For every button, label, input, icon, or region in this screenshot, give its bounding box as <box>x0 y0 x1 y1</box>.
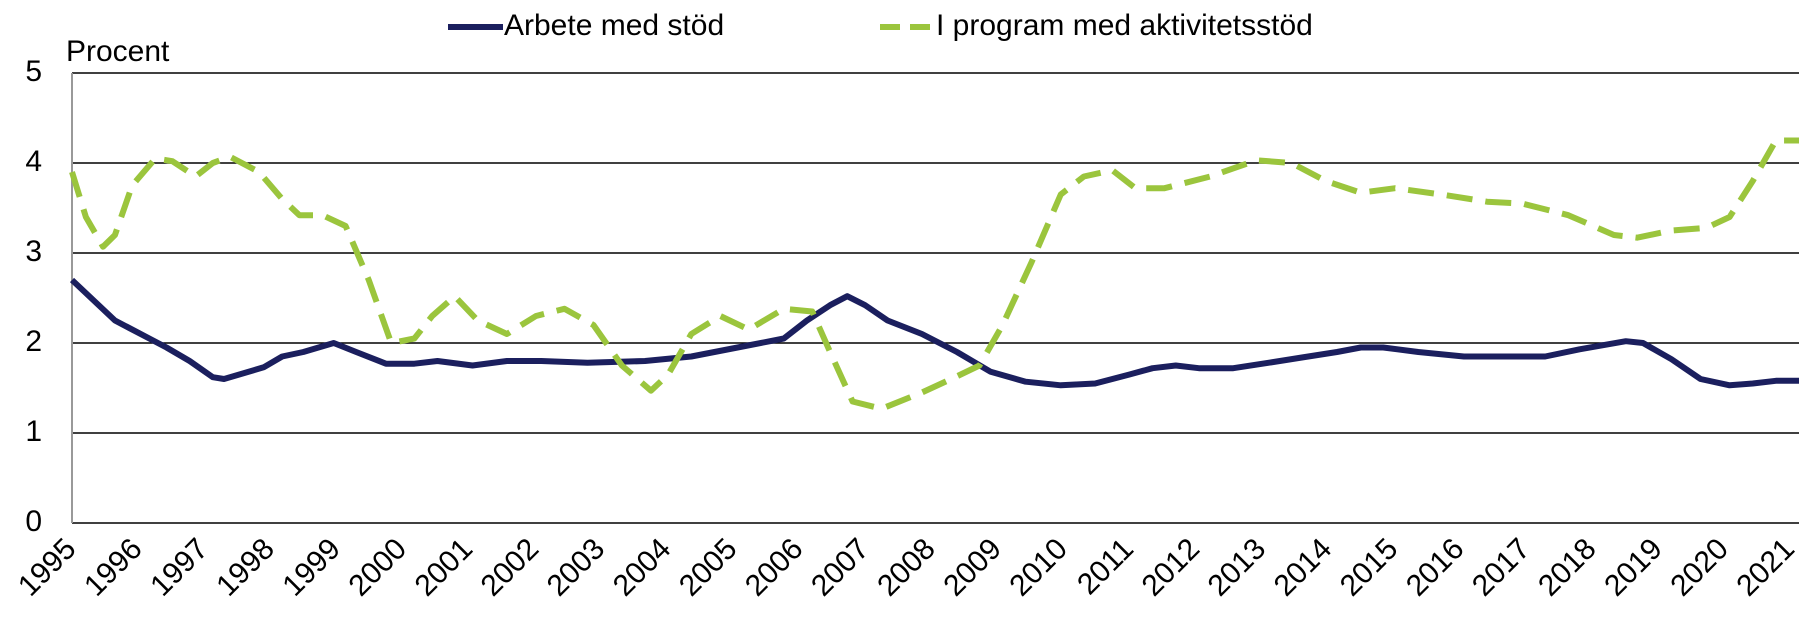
x-tick-label: 2014 <box>1268 532 1339 603</box>
y-tick-label: 0 <box>25 505 42 538</box>
x-tick-label: 1997 <box>144 532 215 603</box>
y-tick-label: 1 <box>25 415 42 448</box>
x-tick-label: 2011 <box>1071 532 1140 601</box>
x-tick-label: 2019 <box>1598 532 1669 603</box>
x-tick-label: 2005 <box>673 532 744 603</box>
x-tick-label: 2009 <box>937 532 1008 603</box>
x-tick-label: 2021 <box>1730 532 1801 603</box>
x-tick-label: 2020 <box>1664 532 1735 603</box>
x-tick-label: 2004 <box>607 532 678 603</box>
x-tick-label: 2013 <box>1202 532 1273 603</box>
x-tick-label: 2010 <box>1003 532 1074 603</box>
x-tick-label: 2001 <box>409 532 480 603</box>
legend-label: I program med aktivitetsstöd <box>936 9 1313 42</box>
x-tick-label: 1998 <box>210 532 281 603</box>
x-tick-label: 2000 <box>342 532 413 603</box>
x-tick-label: 2015 <box>1334 532 1405 603</box>
series-line <box>69 277 1799 389</box>
y-tick-label: 4 <box>25 145 42 178</box>
y-tick-label: 3 <box>25 235 42 268</box>
x-tick-label: 1995 <box>12 532 83 603</box>
x-tick-label: 2003 <box>541 532 612 603</box>
x-tick-label: 2002 <box>475 532 546 603</box>
x-tick-label: 2016 <box>1400 532 1471 603</box>
x-tick-label: 2008 <box>871 532 942 603</box>
x-tick-label: 1999 <box>276 532 347 603</box>
legend-label: Arbete med stöd <box>504 9 724 42</box>
y-tick-label: 2 <box>25 325 42 358</box>
y-axis-label: Procent <box>66 35 170 68</box>
y-tick-label: 5 <box>25 55 42 88</box>
x-tick-label: 2007 <box>805 532 876 603</box>
x-tick-label: 2017 <box>1466 532 1537 603</box>
x-tick-label: 1996 <box>78 532 149 603</box>
x-tick-label: 2018 <box>1532 532 1603 603</box>
x-tick-label: 2012 <box>1136 532 1207 603</box>
x-tick-label: 2006 <box>739 532 810 603</box>
series-line <box>69 137 1799 412</box>
